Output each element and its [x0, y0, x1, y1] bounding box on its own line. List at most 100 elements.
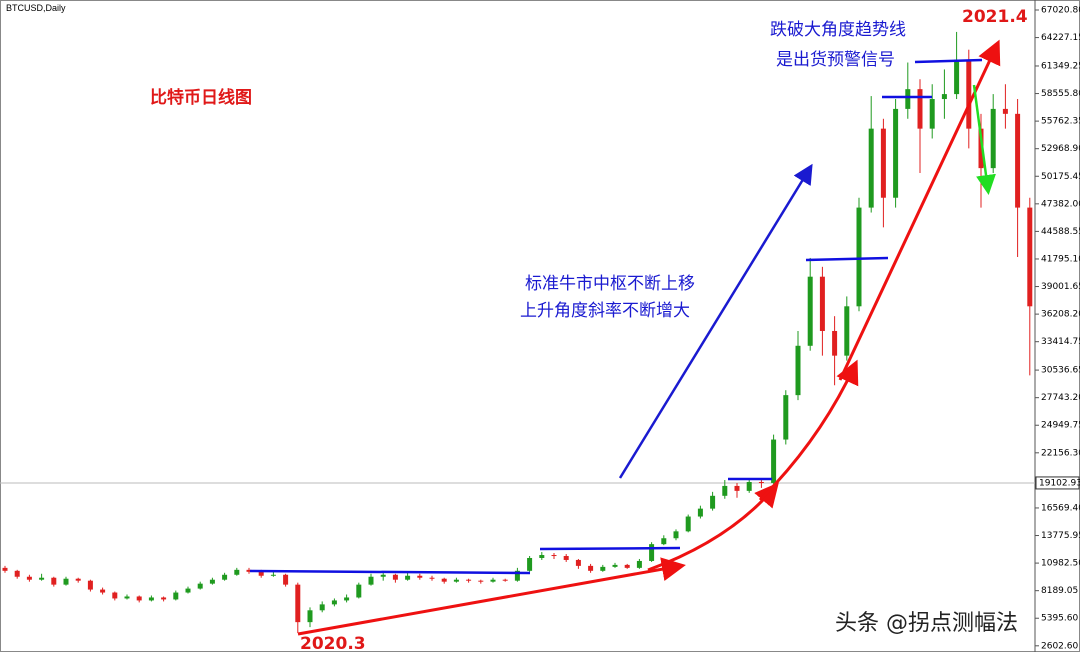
candle-body	[868, 128, 874, 208]
y-tick-label: 8189.05	[1041, 586, 1078, 596]
candle-body	[429, 577, 435, 579]
y-tick-label: 16569.40	[1041, 503, 1080, 513]
y-tick-label: 67020.80	[1041, 6, 1080, 16]
trend-arrow	[758, 359, 859, 502]
candle-body	[417, 575, 423, 578]
candle-body	[819, 276, 825, 331]
candle-body	[758, 481, 764, 483]
trend-arrow	[647, 482, 779, 572]
y-tick-label: 47382.00	[1041, 199, 1080, 209]
candle-body	[807, 276, 813, 346]
candle-body	[710, 495, 716, 509]
candle-body	[1002, 108, 1008, 114]
candle-body	[185, 588, 191, 593]
y-tick-label: 36208.20	[1041, 310, 1080, 320]
candle-body	[75, 578, 81, 581]
break-arrow	[972, 84, 996, 195]
candle-body	[478, 580, 484, 582]
candle-body	[331, 600, 337, 605]
candle-body	[87, 580, 93, 590]
candle-body	[295, 584, 301, 623]
candle-body	[649, 544, 655, 561]
candle-body	[636, 560, 642, 568]
y-tick-label: 10982.50	[1041, 559, 1080, 569]
y-tick-label: 52968.90	[1041, 144, 1080, 154]
peak-label: 2021.4	[962, 7, 1028, 27]
candle-body	[844, 306, 850, 356]
candle-body	[234, 569, 240, 575]
candle-body	[209, 579, 215, 584]
chart-title: BTCUSD,Daily	[6, 3, 66, 13]
trend-arrow	[297, 557, 686, 636]
candle-body	[697, 508, 703, 517]
candle-body	[893, 108, 899, 198]
candle-body	[392, 574, 398, 580]
candle-body	[990, 108, 996, 169]
candle-body	[222, 574, 228, 580]
candle-body	[527, 557, 533, 571]
y-tick-label: 41795.10	[1041, 254, 1080, 264]
candle-body	[880, 128, 886, 198]
trend-arrow	[838, 39, 1001, 381]
candle-body	[368, 576, 374, 585]
candle-body	[941, 94, 947, 100]
y-tick-label: 58555.80	[1041, 89, 1080, 99]
annotation-lines	[249, 58, 983, 575]
last-price-label: 19102.93	[1039, 478, 1080, 488]
candle-body	[112, 592, 118, 599]
y-tick-label: 27743.20	[1041, 393, 1080, 403]
y-tick-label: 33414.75	[1041, 337, 1080, 347]
candle-body	[14, 570, 20, 577]
candle-body	[246, 569, 252, 572]
candle-body	[51, 577, 57, 585]
y-tick-label: 22156.30	[1041, 448, 1080, 458]
y-tick-label: 5395.60	[1041, 614, 1078, 624]
y-tick-label: 44588.55	[1041, 227, 1080, 237]
candle-body	[551, 555, 557, 557]
candle-body	[783, 395, 789, 440]
y-tick-label: 39001.65	[1041, 282, 1080, 292]
candle-body	[258, 571, 264, 576]
candle-body	[917, 89, 923, 129]
candle-body	[624, 564, 630, 568]
candle-body	[319, 604, 325, 611]
candle-body	[270, 574, 276, 576]
candle-body	[563, 556, 569, 560]
y-tick-label: 55762.35	[1041, 117, 1080, 127]
candle-body	[588, 565, 594, 571]
candle-body	[929, 99, 935, 129]
candle-body	[954, 59, 960, 95]
candle-body	[575, 559, 581, 566]
candle-body	[905, 89, 911, 109]
candle-body	[771, 439, 777, 483]
candle-body	[63, 578, 69, 585]
candle-body	[734, 485, 740, 491]
candle-body	[356, 584, 362, 598]
candle-body	[612, 564, 618, 567]
candle-body	[1027, 207, 1033, 307]
candle-body	[1015, 113, 1021, 208]
candle-body	[539, 555, 545, 558]
candle-body	[161, 597, 167, 600]
trend-note: 标准牛市中枢不断上移	[525, 274, 695, 294]
y-tick-label: 61349.25	[1041, 61, 1080, 71]
candle-body	[673, 531, 679, 539]
candle-body	[832, 330, 838, 356]
candle-body	[344, 597, 350, 601]
candle-body	[283, 574, 289, 585]
last-price-tag	[1035, 476, 1080, 490]
candle-body	[148, 597, 154, 601]
candle-body	[197, 583, 203, 589]
break-note: 跌破大角度趋势线	[770, 20, 906, 40]
candle-body	[39, 577, 45, 580]
candle-body	[746, 481, 752, 491]
y-tick-label: 24949.75	[1041, 421, 1080, 431]
candle-body	[307, 610, 313, 623]
candle-body	[600, 566, 606, 571]
y-tick-label: 13775.95	[1041, 531, 1080, 541]
candle-body	[173, 592, 179, 600]
watermark: 头条 @拐点测幅法	[835, 611, 1018, 636]
candle-body	[26, 576, 32, 580]
